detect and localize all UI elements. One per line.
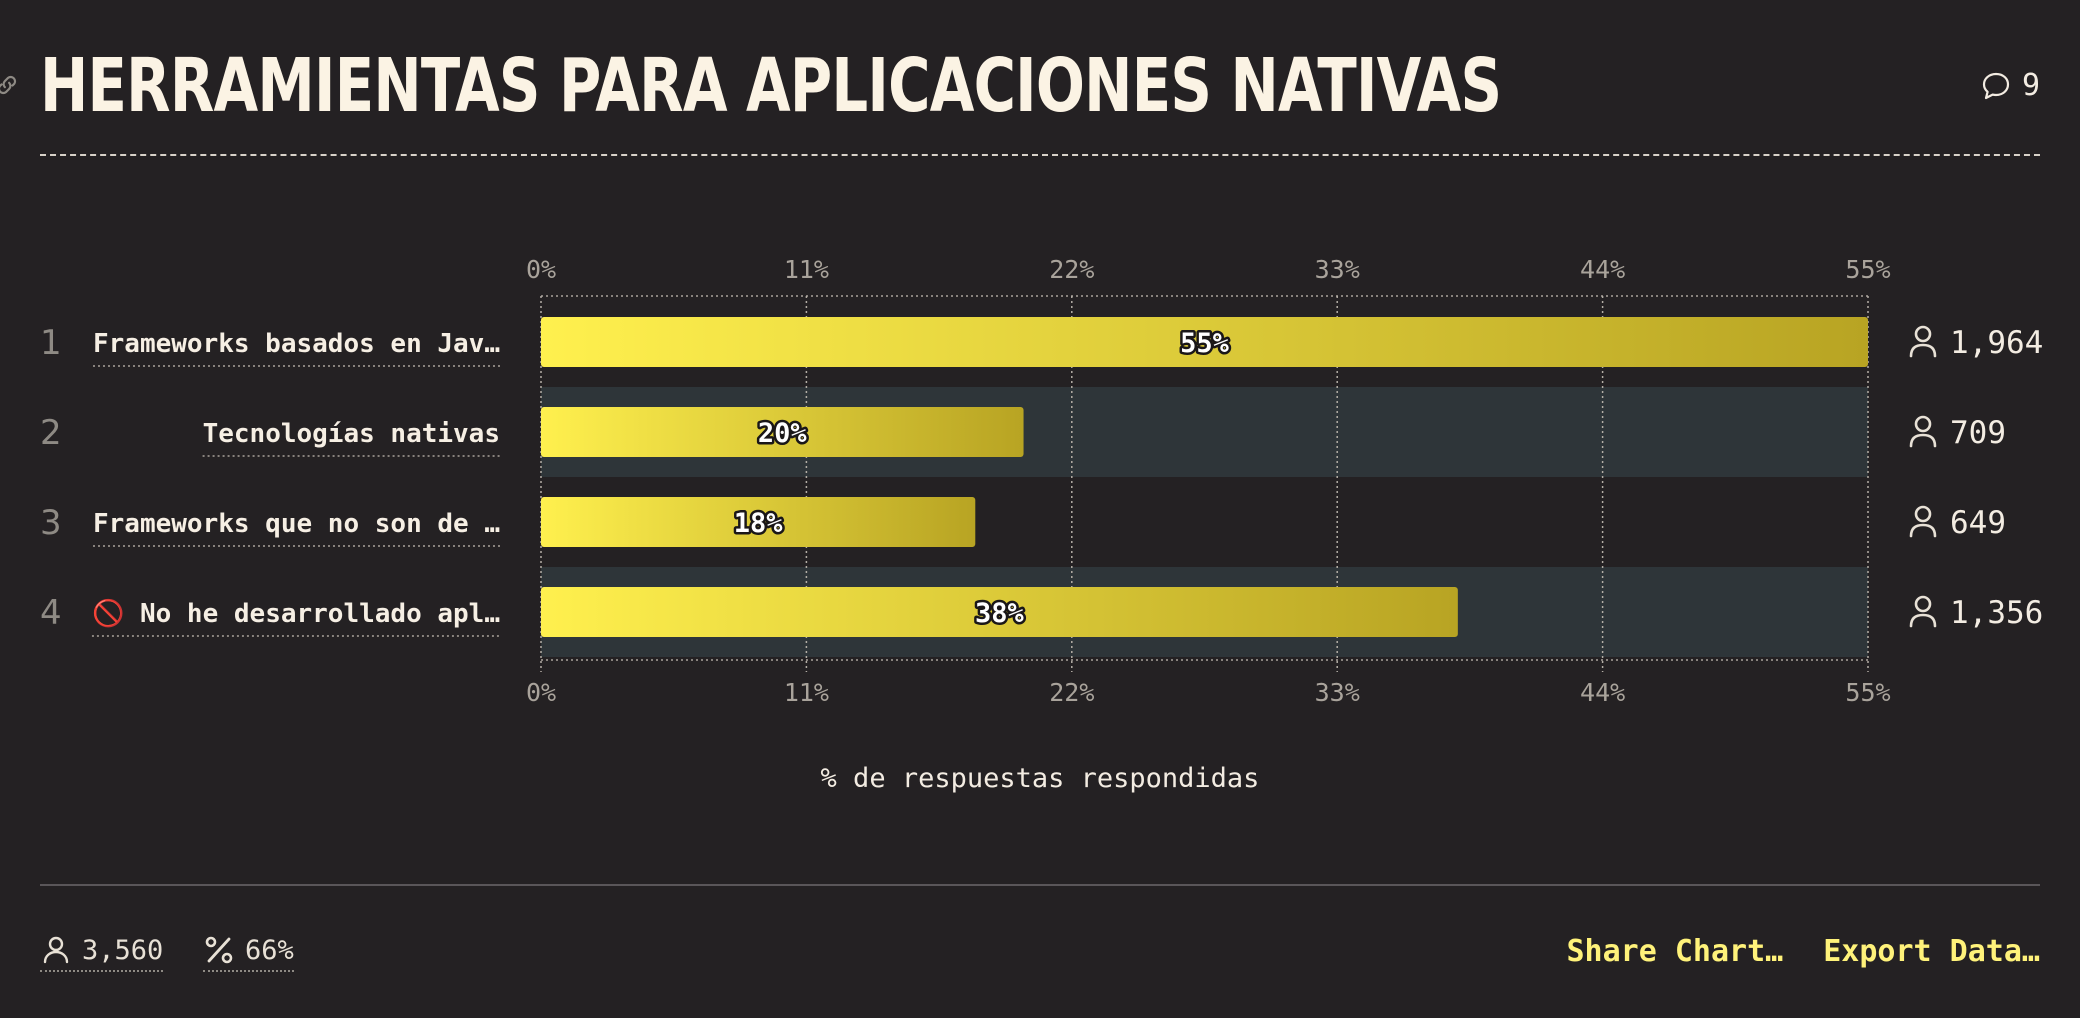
row-rank: 3 bbox=[40, 503, 62, 543]
respondent-count: 709 bbox=[1950, 415, 2006, 451]
bar bbox=[541, 497, 976, 547]
respondent-count: 1,964 bbox=[1950, 325, 2043, 361]
title-divider bbox=[40, 154, 2040, 156]
x-tick-label-bottom: 44% bbox=[1580, 678, 1625, 707]
x-tick-label-top: 22% bbox=[1049, 255, 1094, 284]
x-tick-label-top: 11% bbox=[784, 255, 829, 284]
category-label: 🚫 No he desarrollado apl… bbox=[92, 598, 500, 629]
category-label: Frameworks que no son de … bbox=[93, 509, 500, 539]
x-tick-label-top: 55% bbox=[1845, 255, 1890, 284]
respondent-count: 649 bbox=[1950, 505, 2006, 541]
user-icon bbox=[1914, 415, 1932, 433]
user-icon-body bbox=[1909, 343, 1937, 358]
user-icon bbox=[1914, 325, 1932, 343]
total-respondents-value: 3,560 bbox=[82, 934, 164, 966]
row-rank: 1 bbox=[40, 323, 62, 363]
bar bbox=[541, 587, 1458, 637]
page-title: HERRAMIENTAS PARA APLICACIONES NATIVAS bbox=[40, 43, 1502, 129]
x-axis-title: % de respuestas respondidas bbox=[820, 763, 1260, 794]
bar-chart: 0% 0% 11% 11% 22% 22% 33% 33% 44% 44% 55% 55% 1 Frame… bbox=[40, 255, 2043, 707]
x-tick-label-top: 0% bbox=[526, 255, 556, 284]
bar-value-label: 38% bbox=[975, 598, 1025, 629]
row-rank: 2 bbox=[40, 413, 62, 453]
percent-icon bbox=[205, 936, 233, 964]
comment-icon bbox=[1982, 72, 2010, 99]
bar bbox=[541, 407, 1024, 457]
x-tick-label-bottom: 55% bbox=[1845, 678, 1890, 707]
comments-count: 9 bbox=[2021, 68, 2040, 103]
user-icon-body bbox=[1909, 523, 1937, 538]
link-icon[interactable] bbox=[0, 72, 20, 98]
user-icon bbox=[1914, 505, 1932, 523]
response-rate[interactable]: 66% bbox=[203, 934, 294, 972]
category-label: Tecnologías nativas bbox=[203, 419, 500, 449]
x-tick-label-top: 33% bbox=[1315, 255, 1360, 284]
bar bbox=[541, 317, 1868, 367]
x-tick-label-top: 44% bbox=[1580, 255, 1625, 284]
x-tick-label-bottom: 22% bbox=[1049, 678, 1094, 707]
user-icon bbox=[1914, 595, 1932, 613]
respondent-count: 1,356 bbox=[1950, 595, 2043, 631]
bar-value-label: 18% bbox=[734, 508, 784, 539]
category-label: Frameworks basados en Jav… bbox=[93, 329, 500, 359]
comments-button[interactable]: 9 bbox=[1980, 68, 2040, 103]
user-icon-body bbox=[1909, 613, 1937, 628]
user-icon-body bbox=[1909, 433, 1937, 448]
bar-value-label: 20% bbox=[758, 418, 808, 449]
export-data-button[interactable]: Export Data… bbox=[1823, 934, 2040, 969]
total-respondents[interactable]: 3,560 bbox=[40, 934, 164, 972]
x-tick-label-bottom: 0% bbox=[526, 678, 556, 707]
response-rate-value: 66% bbox=[245, 934, 294, 966]
bar-value-label: 55% bbox=[1180, 328, 1230, 359]
user-icon bbox=[43, 936, 69, 964]
x-tick-label-bottom: 33% bbox=[1315, 678, 1360, 707]
row-rank: 4 bbox=[40, 593, 62, 633]
share-chart-button[interactable]: Share Chart… bbox=[1566, 934, 1784, 969]
x-tick-label-bottom: 11% bbox=[784, 678, 829, 707]
footer-divider bbox=[40, 884, 2040, 886]
